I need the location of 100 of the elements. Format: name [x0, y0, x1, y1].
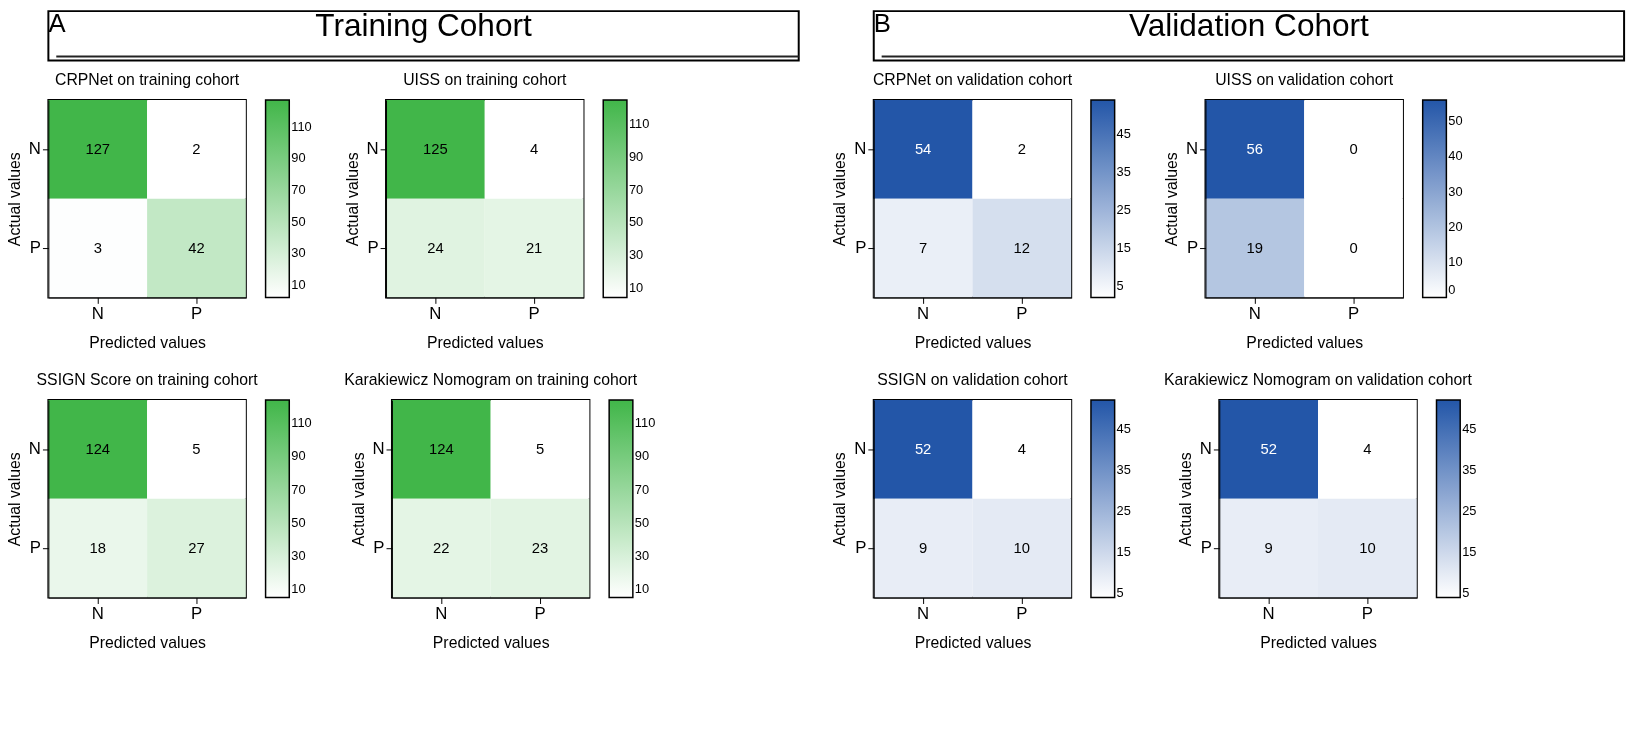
color-bar-label: 50: [291, 514, 306, 530]
color-bar-label: 5: [1116, 585, 1124, 601]
color-bar-label: 30: [628, 246, 644, 262]
color-bar-label: 30: [634, 548, 650, 564]
color-bar-label: 30: [1448, 183, 1463, 199]
color-bar-label: 70: [634, 481, 650, 497]
y-axis-title: Actual values: [1163, 152, 1181, 247]
x-tick-label: N: [1248, 303, 1261, 323]
color-bar-label: 90: [291, 150, 306, 166]
y-axis-title: Actual values: [349, 452, 367, 547]
chart-title: SSIGN Score on training cohort: [36, 371, 259, 389]
y-tick-label: N: [854, 439, 867, 459]
color-bar-label: 45: [1116, 126, 1131, 142]
data-label: 127: [85, 141, 111, 158]
data-label: 5: [535, 441, 545, 458]
chart-title: CRPNet on training cohort: [55, 71, 240, 89]
x-tick-label: N: [917, 303, 930, 323]
y-tick-label: P: [855, 238, 867, 257]
y-axis-title: Actual values: [5, 452, 23, 547]
data-label: 9: [919, 540, 928, 557]
data-label: 56: [1246, 141, 1264, 158]
data-label: 10: [1013, 540, 1031, 557]
data-label: 124: [85, 441, 111, 458]
data-label: 7: [919, 240, 928, 256]
color-bar-label: 35: [1462, 461, 1477, 477]
color-bar-label: 70: [291, 181, 306, 197]
text: B: [873, 8, 891, 37]
data-label: 2: [1017, 141, 1026, 158]
color-bar-label: 50: [628, 214, 644, 230]
data-label: 27: [188, 540, 205, 557]
x-tick-label: N: [91, 303, 104, 323]
x-axis-title: Predicted values: [1260, 634, 1377, 652]
data-label: 3: [93, 240, 102, 256]
color-bar-label: 20: [1448, 218, 1463, 234]
x-tick-label: P: [1361, 603, 1373, 623]
data-label: 12: [1013, 240, 1031, 256]
color-bar-label: 70: [291, 481, 306, 497]
data-label: 2: [192, 141, 201, 158]
color-bar-label: 0: [1448, 282, 1456, 298]
color-bar-label: 90: [634, 448, 650, 464]
data-label: 10: [1359, 540, 1376, 557]
color-bar-label: 90: [291, 448, 306, 464]
x-tick-label: P: [190, 603, 203, 623]
y-tick-label: P: [855, 538, 867, 558]
x-axis-title: Predicted values: [1246, 334, 1364, 352]
x-axis-title: Predicted values: [89, 634, 207, 652]
x-tick-label: N: [1262, 603, 1275, 623]
data-label: 22: [433, 540, 450, 557]
y-tick-label: N: [28, 439, 41, 459]
x-tick-label: N: [917, 603, 930, 623]
x-tick-label: P: [190, 303, 203, 323]
color-bar-label: 45: [1116, 420, 1131, 436]
y-tick-label: N: [854, 139, 867, 159]
x-axis-title: Predicted values: [432, 634, 550, 652]
data-label: 42: [188, 240, 205, 256]
color-bar-label: 25: [1116, 202, 1131, 218]
color-bar-label: 30: [291, 245, 306, 261]
data-label: 0: [1349, 240, 1358, 256]
data-label: 4: [530, 141, 539, 158]
data-label: 18: [89, 540, 106, 557]
chart-title: Karakiewicz Nomogram on training cohort: [344, 371, 638, 389]
data-label: 4: [1363, 441, 1372, 458]
color-bar-label: 45: [1462, 420, 1477, 436]
color-bar-label: 35: [1116, 164, 1131, 180]
x-tick-label: P: [1016, 603, 1028, 623]
x-tick-label: N: [435, 603, 448, 623]
data-label: 125: [423, 141, 448, 158]
y-axis-title: Actual values: [1176, 452, 1194, 547]
color-bar-label: 5: [1462, 585, 1470, 601]
chart-title: CRPNet on validation cohort: [872, 71, 1073, 89]
color-bar-label: 25: [1462, 503, 1477, 519]
x-tick-label: P: [1347, 303, 1360, 323]
data-label: 4: [1017, 441, 1026, 458]
color-bar-label: 15: [1462, 544, 1477, 560]
chart-title: Karakiewicz Nomogram on validation cohort: [1164, 371, 1473, 389]
data-label: 54: [914, 141, 932, 158]
color-bar-label: 10: [1448, 254, 1463, 270]
data-label: 23: [531, 540, 549, 557]
data-label: 124: [428, 441, 454, 458]
color-bar-label: 70: [628, 181, 644, 197]
color-bar-label: 10: [291, 581, 306, 597]
data-label: 21: [525, 240, 543, 256]
y-tick-label: P: [29, 238, 41, 257]
x-tick-label: P: [534, 603, 546, 623]
y-tick-label: N: [372, 439, 385, 459]
color-bar-label: 10: [291, 276, 306, 292]
x-axis-title: Predicted values: [89, 334, 207, 352]
data-label: 0: [1349, 141, 1358, 158]
text: A: [48, 8, 67, 37]
x-axis-title: Predicted values: [914, 334, 1032, 352]
color-bar-label: 50: [1448, 113, 1463, 129]
color-bar-label: 10: [628, 279, 644, 295]
chart-title: SSIGN on validation cohort: [877, 371, 1069, 389]
color-bar-label: 40: [1448, 148, 1463, 164]
color-bar-label: 15: [1116, 240, 1131, 256]
y-tick-label: P: [373, 538, 385, 558]
color-bar-label: 15: [1116, 544, 1131, 560]
text: Training Cohort: [315, 6, 533, 43]
x-axis-title: Predicted values: [914, 634, 1032, 652]
x-tick-label: N: [91, 603, 104, 623]
